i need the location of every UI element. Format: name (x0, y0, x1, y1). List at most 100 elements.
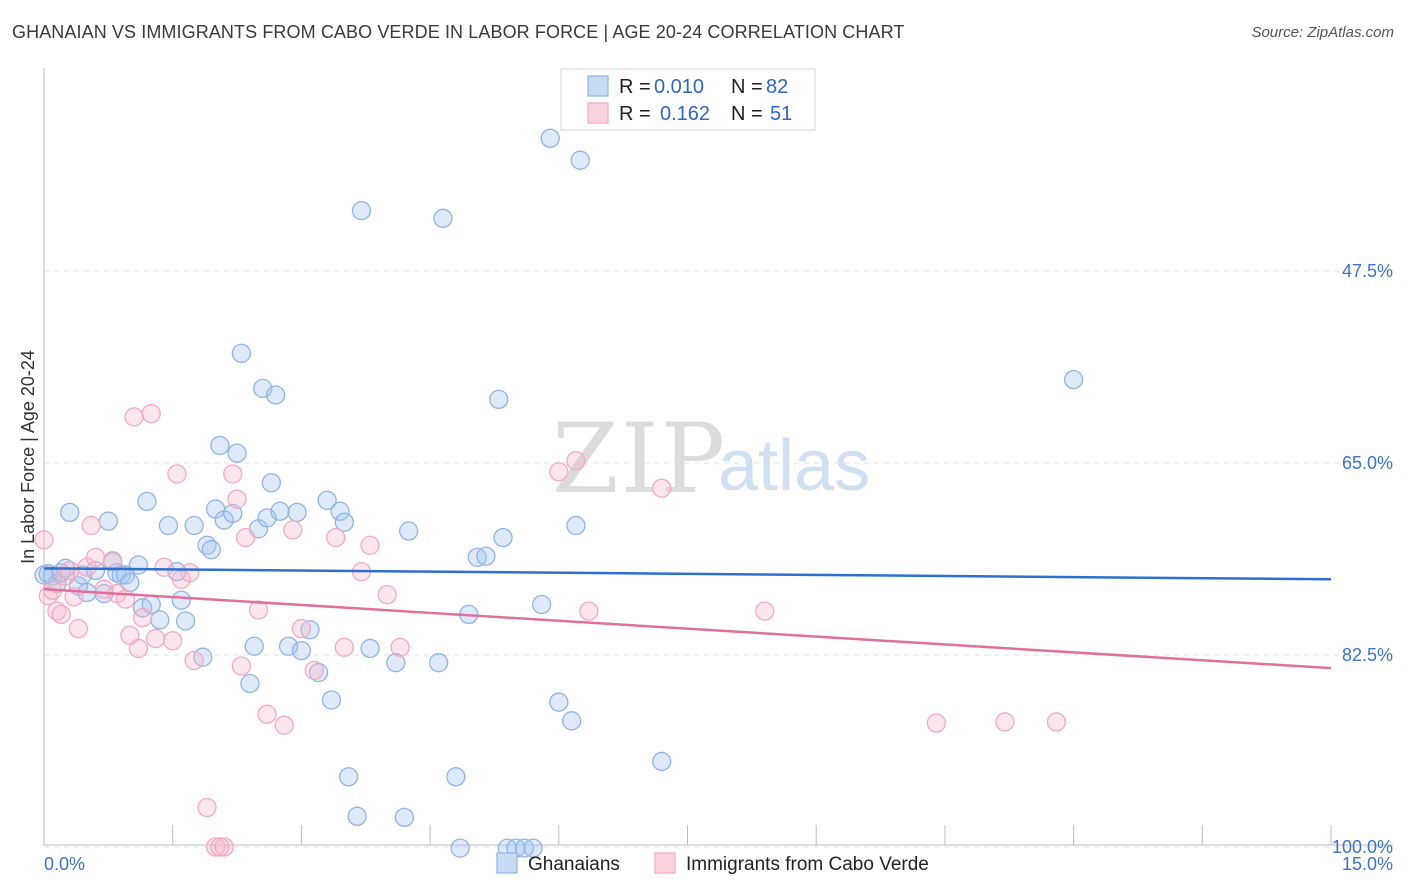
ghanaians-point-43 (270, 501, 290, 521)
cabo-verde-point-36 (248, 600, 269, 620)
ghanaians-point-52 (334, 512, 354, 532)
cabo-verde-point-39 (283, 520, 303, 540)
ghanaians-point-55 (351, 201, 372, 221)
ghanaians-point-41 (261, 473, 282, 493)
cabo-verde-point-50 (579, 601, 599, 621)
trend-lines (43, 567, 1332, 670)
y-tick-label-1: 82.5% (1342, 645, 1393, 665)
ghanaians-point-56 (360, 638, 380, 659)
ghanaians-point-42 (266, 385, 286, 405)
cabo-verde-point-17 (124, 407, 144, 427)
watermark-zip: ZIP (552, 403, 727, 515)
y-tick-label-3: 47.5% (1342, 261, 1393, 281)
watermark-atlas: atlas (718, 426, 870, 506)
cabo-verde-point-10 (81, 515, 101, 536)
chart-title: GHANAIAN VS IMMIGRANTS FROM CABO VERDE I… (12, 22, 905, 42)
ghanaians-point-17 (128, 555, 149, 575)
legend-n-value-1: 82 (766, 76, 788, 98)
ghanaians-point-36 (240, 673, 260, 694)
cabo-verde-point-34 (231, 656, 251, 676)
cabo-verde-point-22 (154, 557, 174, 577)
legend-r-label-1: R = (619, 76, 651, 98)
bottom-legend-cabo-verde: Immigrants from Cabo Verde (686, 854, 929, 875)
cabo-verde-point-51 (652, 478, 672, 498)
ghanaians-point-61 (433, 208, 453, 228)
cabo-verde-point-28 (197, 797, 217, 818)
ghanaians-point-78 (570, 150, 590, 170)
watermark: ZIP atlas (552, 403, 870, 515)
ghanaians-point-80 (1063, 369, 1084, 390)
ghanaians-point-33 (223, 503, 243, 524)
ghanaians-point-72 (523, 838, 543, 858)
ghanaians-point-5 (60, 502, 80, 523)
legend-r-value-1: 0.010 (654, 76, 704, 98)
ghanaians-point-34 (227, 443, 247, 463)
cabo-verde-trend-line (43, 587, 1332, 670)
ghanaians-point-58 (394, 807, 415, 828)
legend-swatch-ghanaians (587, 75, 609, 97)
ghanaians-trend-line (43, 567, 1332, 581)
cabo-verde-point-18 (128, 638, 149, 659)
ghanaians-point-54 (347, 806, 367, 826)
cabo-verde-point-32 (223, 464, 243, 484)
bottom-legend-swatch-ghanaians (496, 852, 518, 874)
stats-legend: R = 0.010 N = 82 R = 0.162 N = 51 (560, 68, 816, 131)
cabo-verde-point-42 (326, 527, 346, 548)
cabo-verde-point-30 (210, 837, 230, 857)
bottom-legend-swatch-cabo-verde (654, 852, 676, 874)
legend-r-label-2: R = (619, 103, 651, 125)
cabo-verde-point-21 (145, 628, 166, 649)
cabo-verde-point-46 (377, 585, 397, 605)
cabo-verde-point-38 (274, 715, 294, 735)
data-points (34, 128, 1084, 858)
ghanaians-point-59 (398, 521, 419, 541)
legend-n-label-1: N = (731, 76, 763, 98)
ghanaians-point-37 (244, 636, 264, 656)
cabo-verde-point-4 (51, 604, 71, 625)
cabo-verde-point-23 (163, 631, 183, 651)
x-tick-left: 0.0% (44, 854, 85, 874)
ghanaians-point-75 (549, 692, 569, 712)
y-tick-label-0: 100.0% (1332, 837, 1393, 857)
cabo-verde-point-0 (34, 530, 54, 550)
cabo-verde-point-13 (102, 550, 123, 571)
chart-source: Source: ZipAtlas.com (1251, 24, 1394, 41)
ghanaians-point-21 (150, 610, 170, 630)
cabo-verde-point-24 (167, 464, 187, 484)
ghanaians-point-45 (287, 502, 307, 523)
ghanaians-point-19 (137, 491, 157, 512)
cabo-verde-point-35 (235, 527, 256, 548)
ghanaians-point-25 (175, 611, 196, 631)
axes (43, 68, 1393, 846)
cabo-verde-point-37 (257, 704, 277, 724)
y-tick-label-2: 65.0% (1342, 453, 1393, 473)
cabo-verde-point-11 (85, 547, 106, 568)
ghanaians-point-22 (158, 515, 179, 536)
ghanaians-point-11 (98, 511, 118, 531)
legend-n-value-2: 51 (770, 103, 792, 125)
cabo-verde-point-55 (1046, 712, 1067, 732)
x-tick-right: 15.0% (1342, 854, 1393, 874)
ghanaians-point-66 (476, 546, 496, 566)
bottom-legend-ghanaians: Ghanaians (528, 854, 620, 875)
ghanaians-point-51 (330, 501, 350, 521)
gridlines (44, 270, 1393, 848)
cabo-verde-point-40 (291, 619, 312, 639)
cabo-verde-point-47 (390, 637, 410, 657)
ghanaians-point-53 (338, 767, 359, 787)
cabo-verde-point-53 (926, 713, 946, 733)
ghanaians-point-67 (489, 389, 509, 410)
ghanaians-point-77 (566, 515, 586, 536)
cabo-verde-point-6 (60, 560, 80, 581)
ghanaians-point-74 (540, 128, 560, 148)
ghanaians-point-50 (321, 690, 342, 710)
ghanaians-point-57 (386, 653, 406, 673)
cabo-verde-point-8 (68, 619, 88, 639)
y-tick-labels: 100.0% 82.5% 65.0% 47.5% (1332, 261, 1393, 857)
ghanaians-point-24 (171, 590, 191, 610)
series-legend: Ghanaians Immigrants from Cabo Verde (496, 852, 929, 875)
legend-n-label-2: N = (731, 103, 763, 125)
cabo-verde-point-26 (180, 563, 200, 583)
y-axis-label: In Labor Force | Age 20-24 (18, 350, 38, 564)
